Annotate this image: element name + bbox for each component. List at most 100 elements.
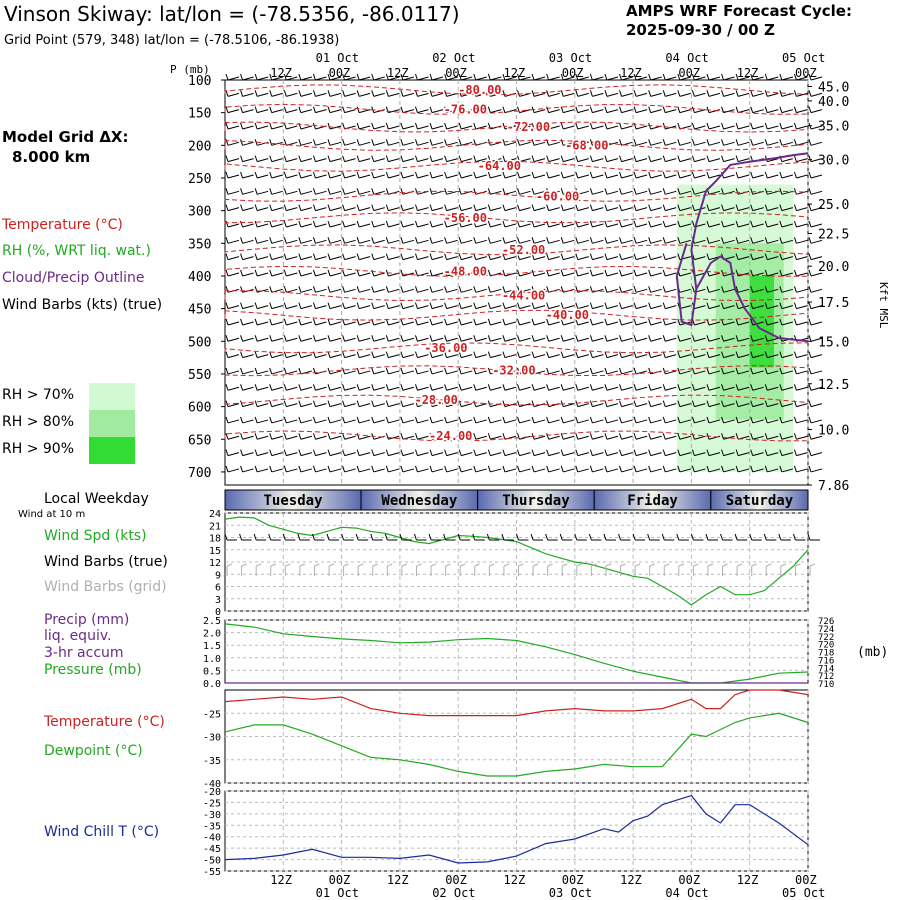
wind-barb-flag bbox=[283, 416, 287, 424]
wind-barb bbox=[662, 465, 677, 473]
wind-barb-shaft bbox=[519, 452, 531, 457]
wind-barb bbox=[619, 220, 633, 228]
wind-barb-flag bbox=[487, 318, 491, 326]
wind-barb bbox=[385, 400, 400, 408]
wind-barb-shaft bbox=[257, 158, 269, 163]
wind-barb-flag bbox=[487, 73, 491, 81]
wind-barb bbox=[444, 302, 458, 310]
wind-barb bbox=[502, 318, 517, 326]
wind-barb bbox=[633, 269, 648, 277]
wind-barb bbox=[269, 73, 283, 81]
wind-barb-shaft bbox=[344, 468, 356, 473]
wind-barb-flag bbox=[400, 367, 404, 375]
wind-barb-flag bbox=[589, 416, 593, 424]
wind-barb bbox=[342, 400, 356, 408]
wind-barb bbox=[356, 253, 371, 261]
wind-barb-flag bbox=[502, 351, 506, 358]
wind-barb-shaft bbox=[679, 305, 691, 310]
wind-barb bbox=[517, 335, 531, 342]
wind-barb bbox=[575, 220, 589, 228]
wind-barb-flag bbox=[677, 155, 681, 162]
wind-barb-shaft bbox=[315, 158, 327, 163]
wind-barb-shaft bbox=[504, 141, 517, 146]
wind-barb-shaft bbox=[810, 468, 823, 473]
wind-barb-shaft bbox=[329, 256, 342, 261]
wind-barb-shaft bbox=[286, 207, 298, 212]
wind-barb bbox=[444, 335, 458, 342]
wind-barb bbox=[662, 237, 677, 244]
wind-barb-flag bbox=[327, 106, 331, 113]
wind-barb-flag bbox=[793, 155, 797, 162]
wind-barb bbox=[487, 73, 502, 81]
wind-barb-flag bbox=[517, 90, 520, 97]
wind-barb-flag bbox=[415, 367, 418, 375]
pressure-tick-label: 150 bbox=[188, 107, 211, 122]
wind-barb-flag bbox=[429, 139, 433, 146]
wind-barb-shaft bbox=[373, 403, 385, 408]
wind-barb bbox=[779, 449, 793, 457]
wind-barb-flag bbox=[415, 269, 418, 277]
wind-barb bbox=[764, 269, 779, 277]
wind-barb-flag bbox=[444, 90, 448, 97]
wind-barb-flag bbox=[560, 449, 564, 456]
wind-barb-flag bbox=[400, 237, 404, 244]
temperature-contour-label: -40.00 bbox=[546, 308, 589, 322]
wind-barb-flag bbox=[502, 122, 506, 130]
wind-barb-shaft bbox=[563, 403, 575, 408]
wind-barb-shaft bbox=[606, 354, 619, 359]
wind-barb bbox=[546, 188, 560, 195]
wind-barb-shaft bbox=[606, 468, 619, 473]
wind-barb-shaft bbox=[461, 109, 473, 114]
wind-barb bbox=[546, 302, 560, 310]
wind-barb-shaft bbox=[650, 272, 662, 277]
wind-barb-shaft bbox=[359, 435, 371, 440]
wind-barb bbox=[487, 139, 502, 146]
wind-barb-shaft bbox=[533, 239, 546, 244]
wind-barb-flag bbox=[312, 286, 316, 293]
wind-barb-flag bbox=[750, 302, 754, 309]
wind-barb-flag bbox=[312, 449, 316, 456]
wind-barb bbox=[254, 106, 269, 114]
wind-barb-flag bbox=[342, 351, 346, 358]
wind-barb-flag bbox=[517, 155, 520, 162]
wind-barb-flag bbox=[473, 269, 477, 277]
wind-barb-flag bbox=[764, 106, 768, 113]
wind-barb-shaft bbox=[650, 158, 662, 163]
wind-barb-flag bbox=[502, 416, 506, 424]
wind-barb-flag bbox=[546, 400, 550, 407]
wind-barb-shaft bbox=[490, 452, 502, 457]
wind-barb-flag bbox=[269, 400, 273, 407]
wind-barb-shaft bbox=[519, 321, 531, 326]
wind-barb-shaft bbox=[286, 354, 298, 359]
wind-barb bbox=[589, 204, 604, 212]
wind-barb-flag bbox=[400, 269, 404, 277]
wind-barb-shaft bbox=[475, 207, 487, 212]
temperature-panel-y-tick-label: -35 bbox=[203, 756, 221, 767]
wind-barb-flag bbox=[444, 253, 448, 260]
wind-barb-flag bbox=[662, 253, 666, 260]
wind-barb bbox=[662, 318, 677, 326]
wind-barb bbox=[356, 155, 371, 163]
temperature-contour-label: -76.00 bbox=[444, 102, 487, 116]
surface-wind-barb-grid-tick bbox=[649, 563, 655, 567]
wind-barb-flag bbox=[662, 449, 666, 456]
wind-barb bbox=[342, 286, 356, 293]
wind-barb-shaft bbox=[271, 452, 283, 457]
wind-barb bbox=[225, 253, 240, 261]
wind-barb-shaft bbox=[461, 337, 473, 342]
pressure-tick-label: 700 bbox=[188, 466, 211, 481]
wind-barb-shaft bbox=[344, 190, 356, 195]
wind-barb-shaft bbox=[592, 419, 604, 424]
wind-barb-shaft bbox=[767, 174, 779, 179]
wind-barb-flag bbox=[356, 155, 360, 162]
wind-barb-flag bbox=[385, 449, 389, 456]
wind-barb-flag bbox=[283, 139, 287, 146]
surface-wind-barb-true-tick bbox=[326, 533, 330, 541]
wind-barb-flag bbox=[385, 253, 389, 260]
wind-barb-flag bbox=[269, 122, 273, 130]
wind-barb-shaft bbox=[781, 109, 793, 114]
wind-barb bbox=[517, 351, 531, 359]
wind-barb bbox=[240, 286, 254, 293]
legend-cloud-outline: Cloud/Precip Outline bbox=[2, 270, 145, 286]
wind-barb-flag bbox=[415, 318, 418, 326]
